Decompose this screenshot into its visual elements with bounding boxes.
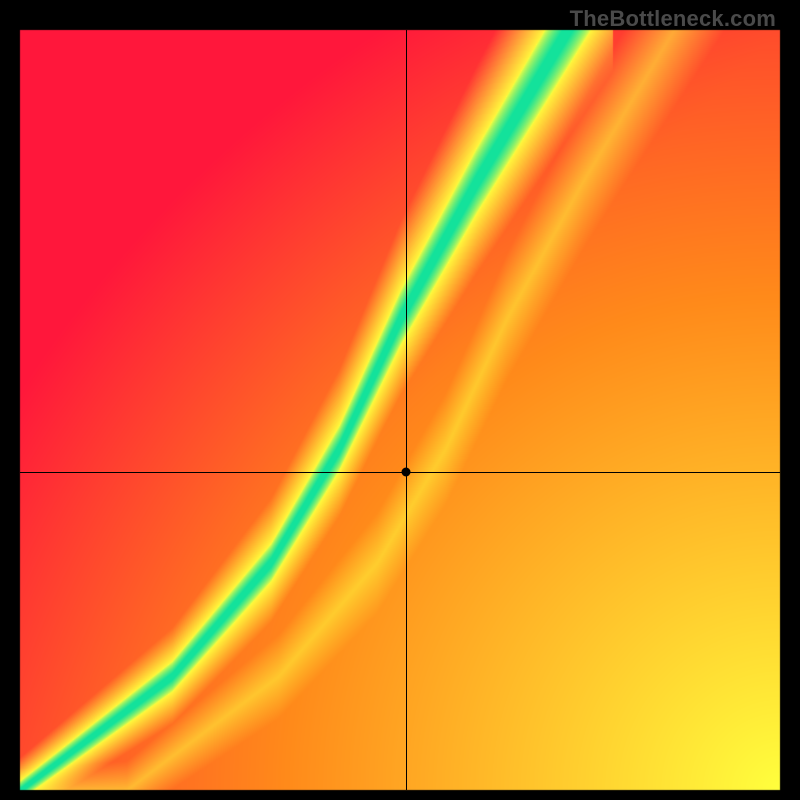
crosshair-vertical <box>406 30 407 790</box>
watermark-text: TheBottleneck.com <box>570 6 776 32</box>
heatmap-canvas <box>0 0 800 800</box>
data-point <box>402 468 411 477</box>
chart-container: TheBottleneck.com <box>0 0 800 800</box>
crosshair-horizontal <box>20 472 780 473</box>
